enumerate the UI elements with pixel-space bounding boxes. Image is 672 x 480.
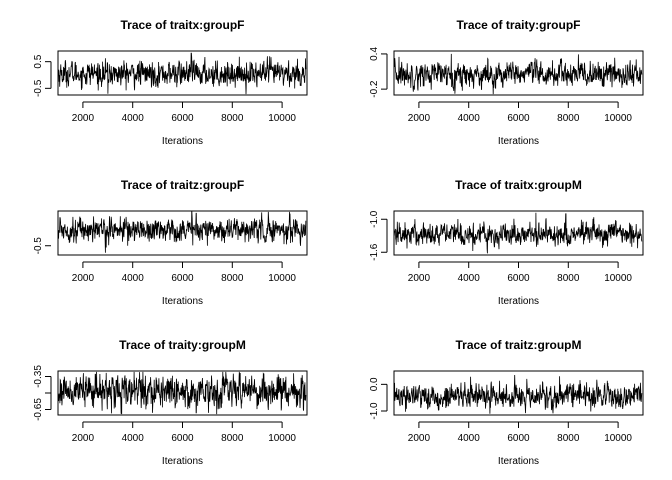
x-tick-label: 2000 [72, 273, 95, 284]
panel-title: Trace of traitz:groupM [455, 338, 581, 352]
x-tick-label: 4000 [122, 113, 145, 124]
trace-panel-3: Trace of traitz:groupF 2000 4000 6000 8000 10… [33, 178, 308, 307]
x-axis-label: Iterations [498, 456, 539, 467]
x-tick-label: 4000 [458, 273, 481, 284]
y-tick-label: -1.6 [369, 243, 380, 261]
x-tick-label: 4000 [458, 433, 481, 444]
plot-frame [393, 50, 644, 96]
y-tick-label: -0.5 [33, 79, 44, 97]
panel-title: Trace of traitz:groupF [121, 178, 244, 192]
x-tick-label: 6000 [171, 433, 194, 444]
trace-line [57, 371, 307, 415]
x-axis: 2000 4000 6000 8000 10000 [72, 421, 296, 444]
x-axis: 2000 4000 6000 8000 10000 [72, 101, 296, 124]
trace-panel-1: Trace of traitx:groupF 2000 4000 6000 8000 10… [33, 18, 308, 147]
x-tick-label: 8000 [221, 433, 244, 444]
y-axis: -0.5 0.5 [33, 54, 52, 97]
x-axis: 2000 4000 6000 8000 10000 [408, 421, 632, 444]
x-axis-label: Iterations [162, 296, 203, 307]
x-tick-label: 2000 [408, 113, 431, 124]
y-tick-label: -1.0 [369, 402, 380, 420]
plot-frame [393, 370, 644, 416]
y-axis: -0.5 [33, 237, 51, 255]
x-axis-label: Iterations [498, 136, 539, 147]
x-tick-label: 10000 [604, 273, 632, 284]
x-axis: 2000 4000 6000 8000 10000 [72, 261, 296, 284]
trace-line [393, 53, 643, 95]
plot-frame [393, 210, 644, 256]
x-tick-label: 8000 [557, 433, 580, 444]
x-tick-label: 2000 [72, 433, 95, 444]
x-tick-label: 10000 [268, 273, 296, 284]
x-tick-label: 6000 [171, 273, 194, 284]
x-tick-label: 4000 [122, 273, 145, 284]
x-tick-label: 2000 [72, 113, 95, 124]
x-axis-label: Iterations [498, 296, 539, 307]
trace-line [57, 52, 307, 95]
trace-panel-6: Trace of traitz:groupM 2000 4000 6000 8000 10… [369, 338, 644, 467]
trace-panel-5: Trace of traity:groupM 2000 4000 6000 8000 10… [33, 338, 308, 467]
trace-panel-2: Trace of traity:groupF 2000 4000 6000 8000 10… [369, 18, 644, 147]
x-axis-label: Iterations [162, 456, 203, 467]
x-axis: 2000 4000 6000 8000 10000 [408, 261, 632, 284]
panel-title: Trace of traity:groupF [456, 18, 580, 32]
x-tick-label: 8000 [557, 113, 580, 124]
x-tick-label: 10000 [604, 113, 632, 124]
x-tick-label: 8000 [221, 273, 244, 284]
plot-frame [57, 370, 308, 416]
x-axis: 2000 4000 6000 8000 10000 [408, 101, 632, 124]
trace-line [57, 211, 307, 253]
x-tick-label: 4000 [458, 113, 481, 124]
x-tick-label: 6000 [507, 113, 530, 124]
x-tick-label: 6000 [171, 113, 194, 124]
trace-line [393, 212, 643, 254]
x-tick-label: 2000 [408, 273, 431, 284]
y-axis: -1.0 0.0 [369, 377, 388, 420]
trace-line [393, 374, 643, 414]
x-axis-label: Iterations [162, 136, 203, 147]
panel-title: Trace of traitx:groupM [455, 178, 582, 192]
x-tick-label: 4000 [122, 433, 145, 444]
trace-panel-4: Trace of traitx:groupM 2000 4000 6000 8000 10… [369, 178, 644, 307]
y-tick-label: -0.35 [33, 365, 44, 388]
panel-title: Trace of traity:groupM [119, 338, 246, 352]
x-tick-label: 6000 [507, 273, 530, 284]
y-tick-label: -0.5 [33, 237, 44, 255]
x-tick-label: 10000 [268, 113, 296, 124]
y-tick-label: -1.0 [369, 210, 380, 228]
y-tick-label: -0.2 [369, 80, 380, 98]
y-tick-label: -0.65 [33, 398, 44, 421]
y-axis: -1.6 -1.0 [369, 210, 388, 261]
y-tick-label: 0.0 [369, 377, 380, 391]
x-tick-label: 8000 [557, 273, 580, 284]
x-tick-label: 6000 [507, 433, 530, 444]
y-tick-label: 0.5 [33, 54, 44, 68]
y-tick-label: 0.4 [369, 47, 380, 61]
y-axis: -0.65 -0.35 [33, 365, 52, 421]
x-tick-label: 10000 [604, 433, 632, 444]
x-tick-label: 2000 [408, 433, 431, 444]
x-tick-label: 10000 [268, 433, 296, 444]
x-tick-label: 8000 [221, 113, 244, 124]
panel-title: Trace of traitx:groupF [120, 18, 244, 32]
y-axis: -0.2 0.4 [369, 47, 388, 98]
